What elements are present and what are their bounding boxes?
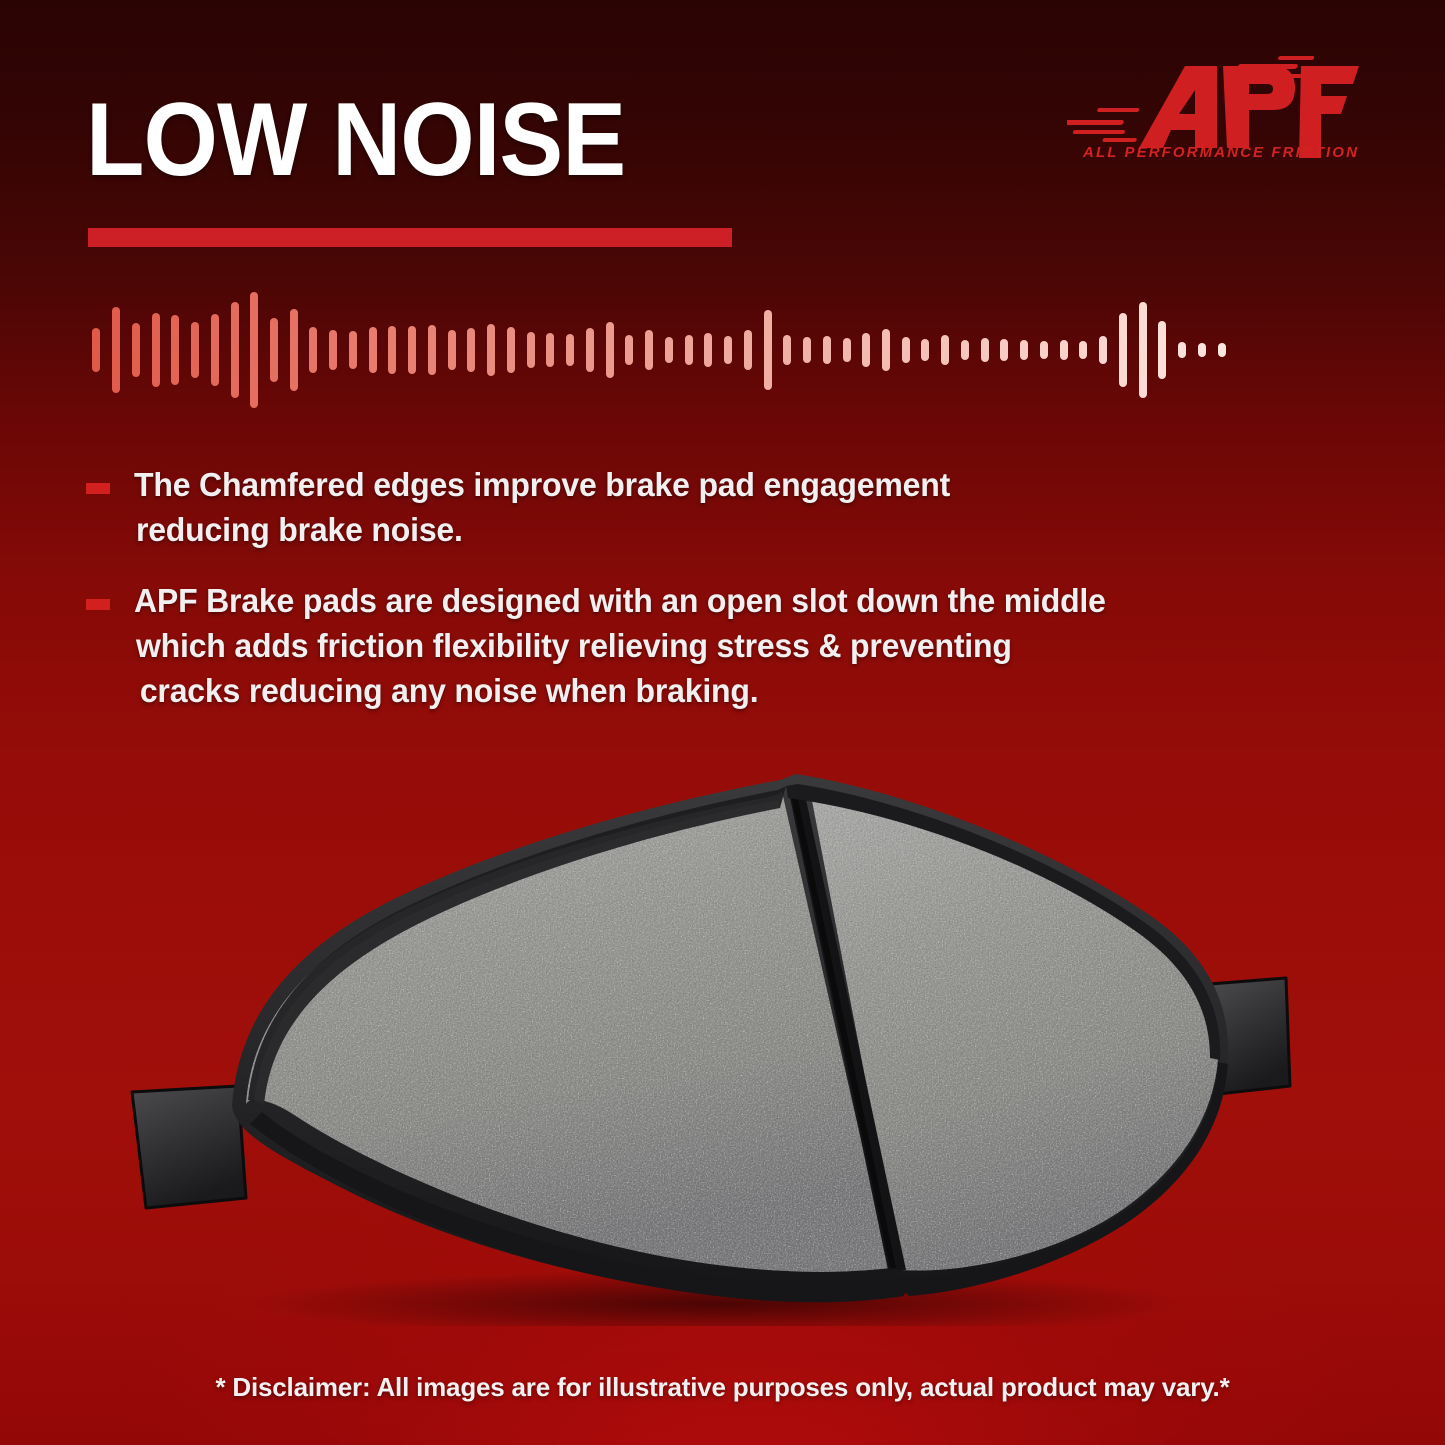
waveform-bar (1059, 340, 1068, 360)
waveform-bar (131, 323, 140, 377)
waveform-bar (526, 332, 535, 368)
waveform-bar (1039, 341, 1048, 359)
waveform-bar (585, 328, 594, 372)
apf-logo-icon (1067, 48, 1367, 168)
waveform-bar (546, 333, 555, 367)
bullet-line: reducing brake noise. (135, 511, 463, 548)
waveform-bar (566, 334, 575, 366)
waveform-bar (427, 325, 436, 375)
waveform-bar (210, 314, 219, 386)
waveform-bar (309, 327, 318, 373)
waveform-bar (1079, 341, 1088, 359)
waveform-bar (467, 328, 476, 372)
waveform-bar (921, 339, 930, 361)
waveform-bar (803, 337, 812, 363)
waveform-bar (1178, 342, 1187, 358)
logo-tagline: ALL PERFORMANCE FRICTION (1083, 144, 1359, 161)
waveform-bar (1099, 336, 1108, 364)
waveform-bar (822, 336, 831, 364)
bullet-text: APF Brake pads are designed with an open… (134, 578, 1106, 713)
waveform-bar (408, 326, 417, 374)
waveform-bar (941, 335, 950, 365)
waveform-bar (230, 302, 239, 398)
waveform-bar (743, 330, 752, 370)
bullet-line: which adds friction flexibility relievin… (135, 627, 1012, 664)
waveform-bar (151, 313, 160, 387)
waveform-bar (664, 337, 673, 363)
waveform-bar (1197, 343, 1206, 357)
waveform-bar (171, 315, 180, 385)
waveform-bar (960, 340, 969, 360)
waveform-bar (704, 333, 713, 367)
waveform-bar (348, 331, 357, 369)
waveform-bar (447, 330, 456, 370)
brake-pad-photo (120, 756, 1300, 1326)
feature-bullet-list: The Chamfered edges improve brake pad en… (86, 462, 1386, 739)
waveform-bar (842, 338, 851, 362)
dash-marker-icon (86, 483, 110, 494)
bullet-text: The Chamfered edges improve brake pad en… (134, 462, 950, 552)
waveform-bar (388, 326, 397, 374)
bullet-line: APF Brake pads are designed with an open… (134, 582, 1106, 619)
disclaimer-text: * Disclaimer: All images are for illustr… (215, 1372, 1230, 1402)
waveform-bar (625, 335, 634, 365)
waveform-bar (1020, 340, 1029, 360)
waveform-bar (980, 338, 989, 362)
waveform-bar (250, 292, 259, 408)
waveform-bar (487, 324, 496, 376)
waveform-bar (92, 328, 101, 372)
list-item: APF Brake pads are designed with an open… (86, 578, 1386, 713)
bullet-line: The Chamfered edges improve brake pad en… (134, 466, 951, 503)
dash-marker-icon (86, 599, 110, 610)
waveform-bar (684, 335, 693, 365)
title-underline-rule (88, 228, 732, 247)
waveform-bar (763, 310, 772, 390)
waveform-bar (881, 329, 890, 371)
waveform-bar (506, 327, 515, 373)
waveform-bar (783, 335, 792, 365)
list-item: The Chamfered edges improve brake pad en… (86, 462, 1386, 552)
waveform-bar (901, 337, 910, 363)
waveform-bar (862, 333, 871, 367)
waveform-bar (1217, 343, 1226, 357)
waveform-bar (645, 330, 654, 370)
waveform-bar (724, 336, 733, 364)
waveform-bar (605, 322, 614, 378)
waveform-bar (1138, 302, 1147, 398)
waveform-bar (112, 307, 121, 393)
audio-waveform-icon (88, 288, 1233, 412)
page-title: LOW NOISE (86, 82, 626, 198)
waveform-bar (1118, 313, 1127, 387)
waveform-bar (191, 322, 200, 378)
waveform-bar (329, 330, 338, 370)
waveform-bar (368, 327, 377, 373)
bullet-line: cracks reducing any noise when braking. (139, 672, 759, 709)
waveform-bar (1000, 339, 1009, 361)
waveform-bar (270, 318, 278, 382)
waveform-bar (1158, 321, 1167, 379)
waveform-bar (289, 309, 298, 391)
